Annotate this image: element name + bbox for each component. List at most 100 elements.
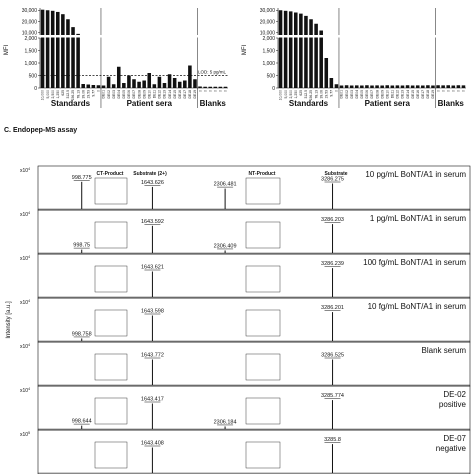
x-tick-label: DE13 bbox=[401, 90, 405, 99]
x-tick-label: 78.13 bbox=[76, 90, 80, 99]
bar bbox=[183, 80, 187, 88]
inset-box bbox=[94, 309, 128, 337]
spectrum-label: 100 fg/mL BoNT/A1 in serum bbox=[363, 258, 466, 267]
bar bbox=[405, 85, 410, 88]
inset-box bbox=[94, 441, 128, 469]
bar bbox=[456, 85, 461, 88]
x-tick-label: 5,000 bbox=[284, 90, 288, 99]
bar bbox=[167, 74, 172, 88]
bar bbox=[223, 86, 228, 88]
y-tick-label: 1,000 bbox=[262, 61, 275, 67]
peak-label: 1643.408 bbox=[141, 441, 164, 447]
inset-box bbox=[94, 177, 128, 205]
x-tick-label: DE10 bbox=[385, 90, 389, 99]
bar bbox=[451, 85, 456, 88]
group-label: Patient sera bbox=[365, 99, 411, 108]
bar bbox=[81, 84, 85, 88]
x-tick-label: 9.77 bbox=[92, 90, 96, 97]
x-tick-label: 10,000 bbox=[279, 90, 283, 100]
x-tick-label: 0 bbox=[203, 90, 207, 92]
peak-label: 2306.184 bbox=[214, 419, 237, 425]
y-tick-label: 10,000 bbox=[260, 31, 276, 37]
x-tick-label: 0 bbox=[436, 90, 440, 92]
scale-label: x104 bbox=[20, 255, 30, 262]
bar bbox=[142, 80, 146, 88]
peak-label: 998.775 bbox=[72, 175, 92, 181]
y-tick-label: 2,000 bbox=[24, 36, 37, 42]
x-tick-label: DE08 bbox=[137, 90, 141, 99]
lod-label: LOD: 5 pg/mL bbox=[198, 70, 227, 75]
group-label: Patient sera bbox=[127, 99, 173, 108]
y-tick-label: 1,000 bbox=[24, 61, 37, 67]
inset-box bbox=[94, 265, 128, 293]
bar bbox=[40, 9, 45, 88]
bar bbox=[354, 85, 359, 88]
scale-exponent: 4 bbox=[28, 343, 30, 347]
x-tick-label: 10,000 bbox=[41, 90, 45, 100]
x-tick-label: 0 bbox=[462, 90, 466, 92]
bar bbox=[177, 81, 182, 88]
x-tick-label: DE15 bbox=[173, 90, 177, 99]
scale-base: x10 bbox=[20, 256, 28, 262]
peak-label: 1643.417 bbox=[141, 397, 164, 403]
bar bbox=[76, 33, 80, 88]
bar bbox=[426, 85, 430, 88]
x-tick-label: DE04 bbox=[117, 90, 121, 99]
peak-label: 1643.626 bbox=[141, 180, 164, 186]
bar bbox=[421, 85, 425, 88]
bar bbox=[111, 84, 116, 88]
peak-label: 1643.592 bbox=[141, 219, 164, 225]
bar bbox=[319, 30, 323, 88]
spectrum-label: DE-02 bbox=[443, 390, 466, 399]
inset-box bbox=[245, 309, 281, 337]
column-header: Substrate (2+) bbox=[133, 171, 167, 177]
y-tick-label: 0 bbox=[272, 86, 275, 92]
x-tick-label: DE15 bbox=[411, 90, 415, 99]
scale-base: x10 bbox=[20, 388, 28, 394]
x-tick-label: DE08 bbox=[375, 90, 379, 99]
bar bbox=[203, 86, 207, 88]
x-tick-label: 1,250 bbox=[56, 90, 60, 99]
peak-label: 2306.481 bbox=[214, 182, 237, 188]
x-tick-label: 0 bbox=[224, 90, 228, 92]
group-label: Standards bbox=[289, 99, 329, 108]
bar bbox=[71, 27, 75, 88]
y-tick-label: 2,000 bbox=[262, 36, 275, 42]
scale-label: x104 bbox=[20, 299, 30, 306]
x-tick-label: 625 bbox=[299, 90, 303, 96]
scale-base: x10 bbox=[20, 432, 28, 438]
bar bbox=[436, 85, 440, 88]
peak-label: 998.758 bbox=[72, 331, 92, 337]
x-tick-label: 0 bbox=[451, 90, 455, 92]
bar bbox=[380, 85, 384, 88]
y-tick-label: 1,500 bbox=[262, 48, 275, 54]
bar bbox=[91, 85, 96, 88]
bar bbox=[339, 85, 344, 88]
y-tick-label: 30,000 bbox=[260, 8, 276, 14]
bar bbox=[45, 10, 50, 88]
x-tick-label: DE07 bbox=[370, 90, 374, 99]
x-tick-label: DE02 bbox=[345, 90, 349, 99]
scale-exponent: 4 bbox=[28, 299, 30, 303]
bar bbox=[61, 14, 65, 88]
inset-box bbox=[94, 353, 128, 381]
scale-exponent: 4 bbox=[28, 211, 30, 215]
bar bbox=[50, 10, 55, 88]
peak-label: 3286.525 bbox=[321, 353, 344, 359]
bar bbox=[349, 85, 354, 88]
bar bbox=[137, 81, 141, 88]
bar bbox=[431, 85, 435, 88]
bar bbox=[370, 85, 374, 88]
y-tick-label: 500 bbox=[29, 73, 38, 79]
inset-box bbox=[245, 397, 281, 425]
bar bbox=[314, 23, 318, 88]
spectrum-label: Blank serum bbox=[422, 346, 467, 355]
scale-exponent: 5 bbox=[28, 431, 30, 435]
x-tick-label: DE01 bbox=[102, 90, 106, 99]
group-label: Blanks bbox=[200, 99, 227, 108]
x-tick-label: DE19 bbox=[193, 90, 197, 99]
bar bbox=[127, 75, 131, 88]
peak-label: 3286.275 bbox=[321, 177, 344, 183]
peak-label: 2306.409 bbox=[214, 243, 237, 249]
x-tick-label: 0 bbox=[335, 90, 339, 92]
